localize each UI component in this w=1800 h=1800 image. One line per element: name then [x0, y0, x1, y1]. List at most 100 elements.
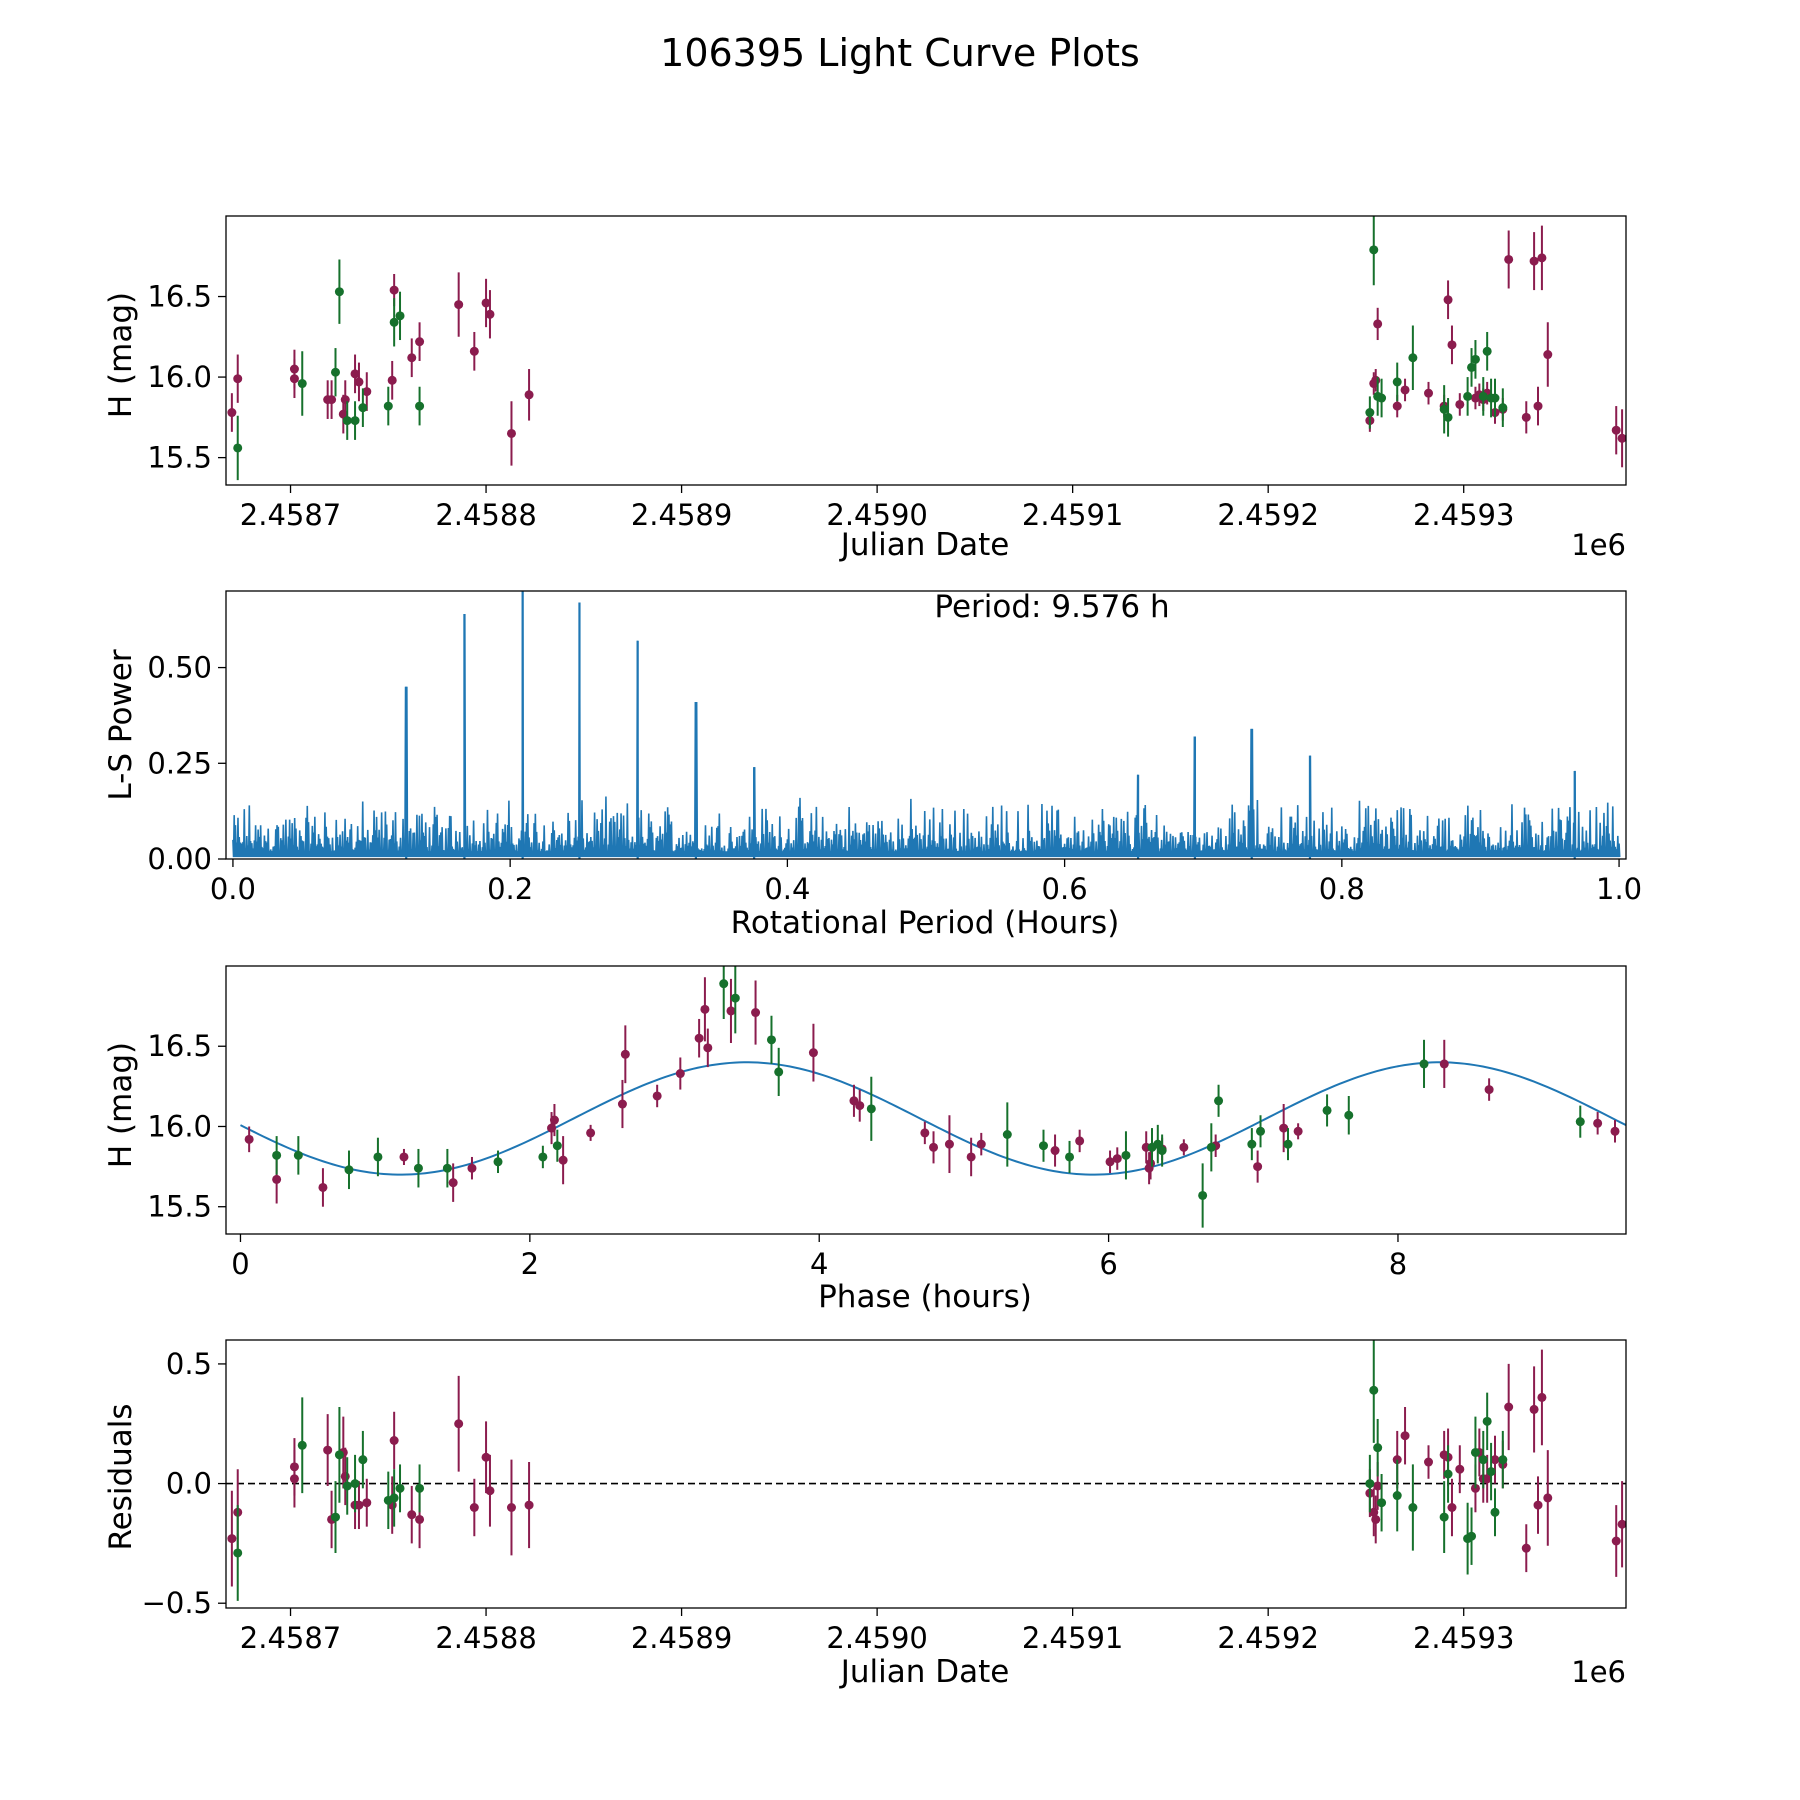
- phased-point: [774, 1067, 784, 1077]
- light-curve-xtick-label: 2.4589: [631, 498, 732, 532]
- figure-title: 106395 Light Curve Plots: [660, 31, 1140, 75]
- phased-point: [1112, 1154, 1122, 1164]
- residuals-point: [227, 1534, 237, 1544]
- phased-xtick-label: 6: [1099, 1247, 1117, 1281]
- phased-point: [726, 1006, 736, 1016]
- periodogram-xtick-label: 0.4: [764, 872, 810, 906]
- phased-point: [493, 1157, 503, 1167]
- phased-point: [1198, 1190, 1208, 1200]
- phased-point: [1283, 1139, 1293, 1149]
- light-curve-point: [227, 408, 237, 418]
- periodogram-ytick-label: 0.00: [147, 842, 212, 876]
- residuals-point: [1490, 1455, 1500, 1465]
- residuals-point: [1617, 1519, 1626, 1529]
- residuals-point: [506, 1503, 516, 1512]
- phased-point: [1157, 1146, 1167, 1156]
- residuals-point: [233, 1548, 243, 1558]
- light-curve-point: [330, 367, 340, 377]
- light-curve-point: [383, 401, 393, 411]
- residuals-panel: Julian Date Residuals 1e6 2.4587 2.4588 2.…: [103, 1339, 1627, 1690]
- light-curve-point: [1443, 412, 1453, 422]
- periodogram-xtick-label: 0.0: [210, 872, 256, 906]
- residuals-point: [1369, 1385, 1379, 1395]
- phased-point: [808, 1048, 818, 1058]
- light-curve-point: [1373, 319, 1383, 329]
- phased-point: [976, 1139, 986, 1149]
- residuals-point: [1400, 1431, 1410, 1441]
- phased-point: [1206, 1142, 1216, 1152]
- phased-point: [1002, 1130, 1012, 1140]
- light-curve-xtick-label: 2.4588: [435, 498, 536, 532]
- phased-point: [1179, 1142, 1189, 1152]
- residuals-point: [1529, 1404, 1539, 1414]
- residuals-point: [481, 1452, 491, 1462]
- residuals-point: [1490, 1507, 1500, 1517]
- phased-point: [703, 1043, 713, 1053]
- light-curve-point: [1443, 295, 1453, 305]
- residuals-point: [1521, 1543, 1531, 1553]
- residuals-point: [354, 1500, 364, 1510]
- light-curve-point: [350, 416, 360, 426]
- phased-xlabel: Phase (hours): [818, 1279, 1032, 1315]
- phased-point: [552, 1141, 562, 1151]
- light-curve-point: [454, 300, 464, 310]
- phased-point: [586, 1128, 596, 1138]
- phased-point: [1214, 1096, 1224, 1106]
- light-curve-point: [362, 387, 372, 397]
- periodogram-line: [232, 591, 1621, 858]
- light-curve-xtick-label: 2.4587: [240, 498, 341, 532]
- residuals-point: [1482, 1474, 1492, 1484]
- residuals-point: [454, 1419, 464, 1429]
- residuals-point: [407, 1510, 417, 1520]
- phased-xtick-label: 8: [1389, 1247, 1407, 1281]
- light-curve-point: [1521, 412, 1531, 422]
- residuals-point: [1365, 1479, 1375, 1489]
- phased-point: [1610, 1126, 1620, 1136]
- residuals-point: [1447, 1503, 1457, 1512]
- period-annotation: Period: 9.576 h: [934, 589, 1169, 625]
- light-curve-panel: Julian Date H (mag) 1e6 2.4587 2.4588 2.45…: [103, 215, 1627, 563]
- residuals-point: [362, 1498, 372, 1508]
- phased-point: [1419, 1059, 1429, 1069]
- residuals-frame: [225, 1339, 1627, 1609]
- light-curve-point: [340, 395, 350, 405]
- light-curve-point: [1470, 354, 1480, 364]
- phased-point: [1593, 1118, 1603, 1128]
- residuals-point: [1482, 1416, 1492, 1426]
- phased-point: [766, 1035, 776, 1045]
- light-curve-point: [1392, 377, 1402, 387]
- phased-point: [1121, 1150, 1131, 1160]
- light-curve-point: [415, 337, 425, 347]
- residuals-ytick-label: 0.5: [166, 1347, 212, 1381]
- residuals-point: [1611, 1536, 1621, 1546]
- residuals-point: [469, 1503, 479, 1512]
- light-curve-point: [415, 401, 425, 411]
- light-curve-point: [358, 403, 368, 413]
- phased-point: [1322, 1105, 1332, 1115]
- periodogram-xtick-label: 0.8: [1319, 872, 1365, 906]
- residuals-xlabel: Julian Date: [839, 1654, 1010, 1690]
- light-curve-point: [289, 374, 299, 384]
- residuals-point: [1498, 1455, 1508, 1465]
- residuals-point: [1439, 1512, 1449, 1522]
- light-curve-point: [327, 395, 337, 405]
- periodogram-ytick-label: 0.25: [147, 746, 212, 780]
- phased-point: [700, 1004, 710, 1014]
- periodogram-xtick-label: 1.0: [1596, 872, 1642, 906]
- residuals-point: [389, 1493, 399, 1503]
- residuals-xtick-label: 2.4587: [240, 1621, 341, 1655]
- phased-point: [944, 1139, 954, 1149]
- phased-xtick-label: 0: [231, 1247, 249, 1281]
- phased-panel: Phase (hours) H (mag) 0 2 4 6 8 15.5 16.0 16.5: [103, 965, 1627, 1315]
- residuals-point: [1486, 1467, 1496, 1477]
- light-curve-point: [1529, 256, 1539, 266]
- residuals-point: [1371, 1514, 1381, 1524]
- phased-point: [866, 1104, 876, 1114]
- light-curve-point: [469, 346, 479, 356]
- phased-point: [442, 1163, 452, 1173]
- light-curve-frame: [225, 215, 1627, 486]
- residuals-point: [323, 1445, 333, 1455]
- light-curve-point: [389, 317, 399, 327]
- phased-point: [344, 1165, 354, 1175]
